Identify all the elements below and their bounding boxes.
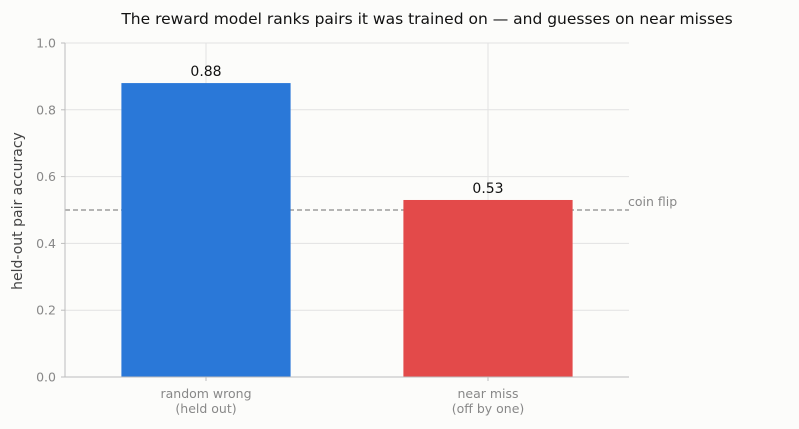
x-tick-label-line: random wrong [160,386,251,401]
y-axis-label: held-out pair accuracy [10,132,26,290]
y-tick-label: 0.4 [36,236,56,251]
data-label-2: 0.53 [472,181,503,197]
x-tick-label-line: near miss [457,386,518,401]
coin-flip-label: coin flip [628,194,677,209]
axes [61,42,629,381]
x-tick-label-line: (held out) [175,401,236,416]
y-tick-label: 0.0 [36,370,56,385]
x-tick-label-line: (off by one) [452,401,525,416]
bar-1 [121,83,291,377]
bar-2 [403,199,573,377]
x-tick-label-2: near miss (off by one) [452,386,525,416]
y-tick-label: 0.8 [36,102,56,117]
data-label-1: 0.88 [190,64,221,80]
chart-title: The reward model ranks pairs it was trai… [120,10,732,28]
y-tick-label: 0.2 [36,303,56,318]
labels: 0.88 0.53 coin flip 0.0 0.2 0.4 0.6 0.8 1.0 rando… [36,36,677,417]
y-tick-label: 1.0 [36,36,56,51]
x-tick-label-1: random wrong (held out) [160,386,251,416]
bars [121,83,573,377]
y-tick-label: 0.6 [36,169,56,184]
